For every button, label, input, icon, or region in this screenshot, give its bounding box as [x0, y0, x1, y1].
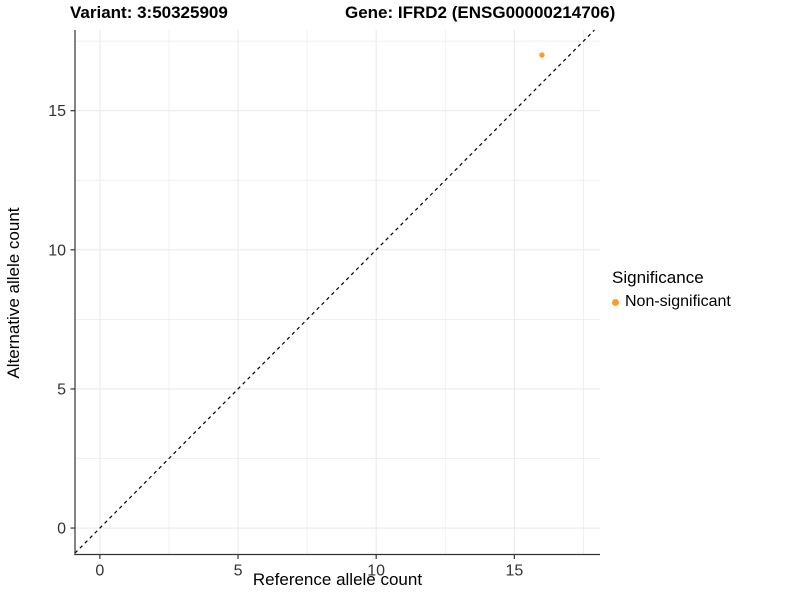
x-tick-label: 10 — [367, 563, 385, 580]
legend-entry-label: Non-significant — [625, 293, 731, 310]
y-axis-title: Alternative allele count — [4, 207, 23, 379]
gene-title: Gene: IFRD2 (ENSG00000214706) — [345, 3, 616, 22]
x-tick-label: 5 — [234, 563, 243, 580]
legend: Significance Non-significant — [612, 268, 731, 311]
y-tick-label: 10 — [48, 242, 66, 259]
legend-entry: Non-significant — [612, 293, 731, 311]
x-tick-label: 0 — [95, 563, 104, 580]
variant-title: Variant: 3:50325909 — [70, 3, 228, 22]
y-tick-label: 15 — [48, 103, 66, 120]
legend-point-icon — [612, 298, 619, 306]
x-axis-title: Reference allele count — [252, 570, 423, 589]
y-tick-label: 5 — [57, 381, 66, 398]
x-tick-label: 15 — [505, 563, 523, 580]
legend-title: Significance — [612, 268, 704, 287]
data-point — [539, 52, 545, 58]
y-tick-label: 0 — [57, 521, 66, 538]
identity-dashed-line — [74, 29, 595, 554]
